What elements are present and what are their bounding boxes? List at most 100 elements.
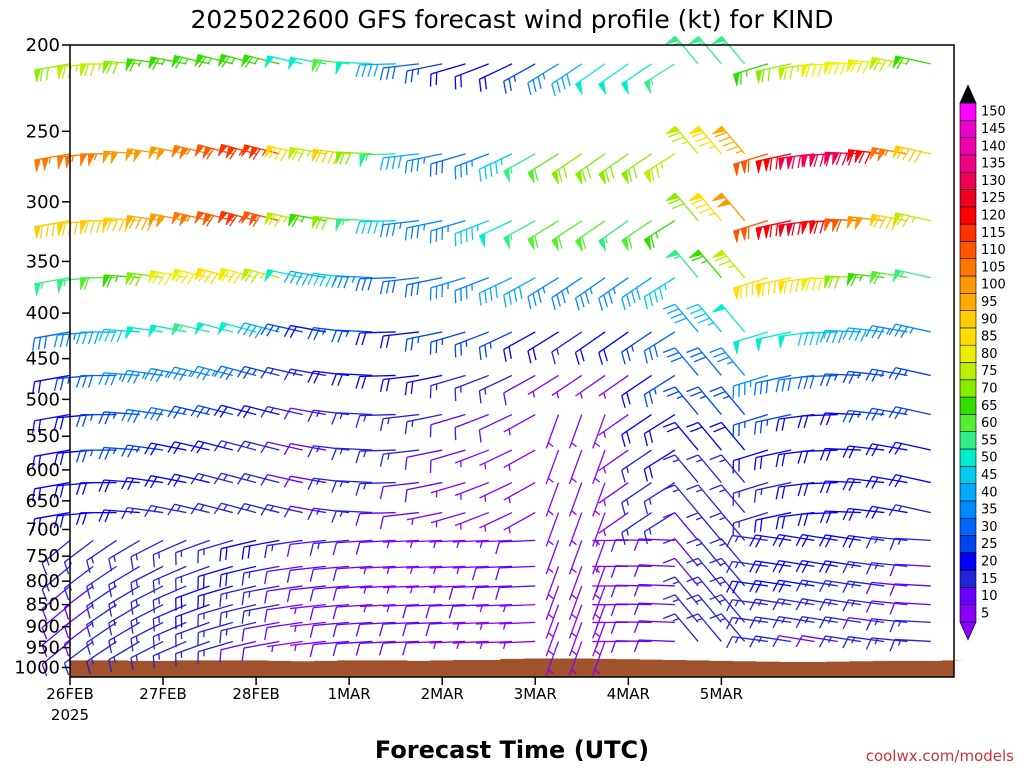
wind-barb bbox=[283, 368, 327, 381]
wind-barb bbox=[662, 386, 699, 415]
wind-barb bbox=[686, 557, 722, 587]
wind-barb bbox=[241, 621, 280, 642]
wind-barb bbox=[819, 329, 861, 344]
colorbar-label: 125 bbox=[981, 191, 1006, 206]
wind-barb bbox=[404, 153, 443, 174]
wind-barb bbox=[633, 538, 675, 552]
wind-barb bbox=[709, 386, 746, 415]
wind-barb bbox=[686, 386, 722, 415]
wind-barb bbox=[404, 331, 443, 352]
wind-barb bbox=[865, 325, 908, 340]
wind-barb bbox=[404, 374, 443, 396]
wind-barb bbox=[755, 331, 792, 352]
wind-barb bbox=[332, 603, 373, 620]
wind-barb bbox=[190, 440, 234, 454]
colorbar-label: 85 bbox=[981, 330, 998, 345]
wind-barb bbox=[598, 482, 629, 506]
wind-barb bbox=[452, 640, 489, 650]
wind-barb bbox=[665, 125, 699, 155]
wind-barb bbox=[865, 600, 908, 613]
wind-barb bbox=[797, 449, 838, 464]
wind-barb bbox=[429, 331, 466, 355]
wind-barb bbox=[592, 585, 606, 621]
wind-barb bbox=[842, 507, 885, 521]
wind-barb bbox=[429, 585, 466, 594]
wind-barb bbox=[98, 372, 140, 386]
wind-barb bbox=[331, 275, 373, 289]
wind-barb bbox=[144, 475, 187, 489]
wind-barb bbox=[865, 407, 908, 421]
wind-barb bbox=[503, 413, 536, 436]
wind-barb bbox=[144, 442, 187, 456]
y-tick-label: 650 bbox=[26, 491, 60, 512]
wind-barb bbox=[264, 55, 303, 68]
colorbar-label: 60 bbox=[981, 416, 998, 431]
wind-barb bbox=[379, 277, 420, 295]
wind-barb bbox=[801, 63, 838, 78]
wind-barb bbox=[545, 622, 560, 657]
wind-barb bbox=[795, 615, 838, 629]
wind-barb bbox=[379, 511, 420, 530]
wind-barb bbox=[75, 449, 117, 463]
wind-barb bbox=[379, 153, 420, 171]
wind-barb bbox=[755, 220, 792, 241]
wind-barb bbox=[237, 404, 280, 419]
wind-barb bbox=[430, 481, 466, 498]
wind-barb bbox=[32, 481, 71, 502]
wind-barb bbox=[286, 565, 326, 583]
wind-barb bbox=[332, 539, 373, 556]
wind-barb bbox=[610, 640, 652, 653]
wind-barb bbox=[425, 621, 466, 637]
wind-barb bbox=[309, 565, 350, 582]
terrain-layer bbox=[70, 658, 966, 677]
wind-barb bbox=[662, 613, 699, 642]
wind-barb bbox=[662, 512, 699, 541]
wind-barb bbox=[98, 509, 140, 523]
wind-barb bbox=[32, 449, 71, 469]
wind-barb bbox=[175, 565, 210, 592]
wind-barb bbox=[264, 269, 303, 282]
wind-barb bbox=[842, 636, 885, 649]
wind-barb bbox=[264, 539, 303, 559]
wind-barb bbox=[311, 215, 350, 230]
wind-barb bbox=[237, 473, 280, 485]
wind-barb bbox=[404, 63, 443, 84]
wind-barb bbox=[865, 581, 908, 595]
wind-barb bbox=[633, 602, 675, 616]
wind-barb bbox=[643, 374, 676, 408]
colorbar-label: 105 bbox=[981, 260, 1006, 275]
colorbar-label: 110 bbox=[981, 243, 1006, 258]
wind-barb bbox=[892, 269, 931, 282]
colorbar-label: 5 bbox=[981, 606, 989, 621]
wind-barb bbox=[598, 220, 629, 252]
wind-barb bbox=[568, 540, 583, 575]
wind-barb bbox=[621, 374, 652, 408]
y-tick-label: 350 bbox=[26, 251, 60, 272]
wind-barb bbox=[197, 585, 234, 609]
wind-barb bbox=[662, 484, 699, 513]
x-axis-ticks: 26FEB 27FEB 28FEB 1MAR 2MAR 3MAR 4MAR 5MAR bbox=[46, 677, 743, 703]
wind-barb bbox=[545, 641, 560, 676]
x-axis-title: Forecast Time (UTC) bbox=[375, 736, 649, 764]
colorbar-label: 65 bbox=[981, 399, 998, 414]
wind-barb bbox=[454, 277, 489, 304]
y-tick-label: 950 bbox=[26, 638, 60, 659]
wind-barb bbox=[429, 413, 466, 438]
wind-barb bbox=[621, 220, 652, 251]
y-tick-label: 250 bbox=[26, 121, 60, 142]
plot-frame bbox=[69, 44, 955, 678]
colorbar-swatch bbox=[959, 396, 977, 415]
colorbar-swatch bbox=[959, 206, 977, 225]
colorbar-label: 80 bbox=[981, 347, 998, 362]
wind-barb bbox=[732, 220, 769, 243]
colorbar-swatch bbox=[959, 137, 977, 156]
wind-barb bbox=[130, 585, 164, 615]
wind-barb bbox=[331, 480, 373, 493]
wind-barb bbox=[732, 63, 769, 86]
wind-barb bbox=[32, 413, 71, 434]
wind-barb bbox=[732, 374, 769, 399]
wind-barb bbox=[355, 449, 396, 464]
wind-barb bbox=[359, 603, 396, 613]
wind-barb bbox=[842, 599, 885, 612]
wind-barb bbox=[213, 440, 257, 452]
